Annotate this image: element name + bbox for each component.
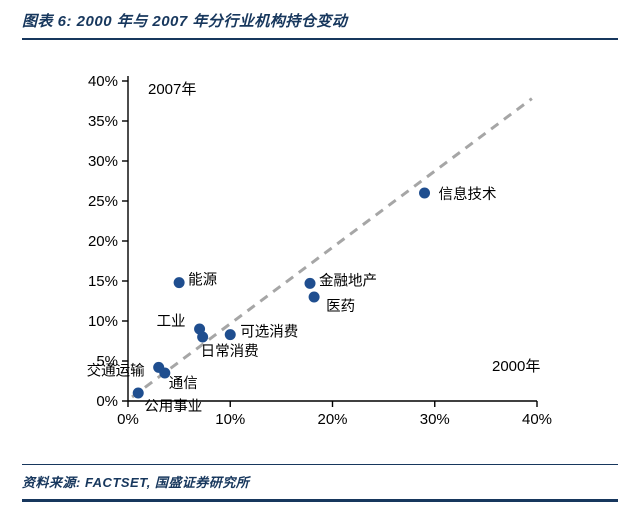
y-tick-label: 25%: [88, 193, 118, 210]
y-tick-label: 30%: [88, 153, 118, 170]
scatter-point: [304, 277, 316, 289]
chart-footer: 资料来源: FACTSET, 国盛证券研究所: [22, 463, 618, 492]
y-axis-title: 2007年: [148, 81, 196, 98]
point-label: 通信: [169, 375, 198, 392]
x-tick-label: 0%: [117, 411, 139, 428]
point-label: 公用事业: [144, 398, 202, 415]
x-tick-label: 10%: [215, 411, 245, 428]
source-attribution: 资料来源: FACTSET, 国盛证券研究所: [22, 474, 250, 490]
scatter-point: [308, 291, 320, 303]
scatter-point: [197, 331, 209, 343]
point-label: 工业: [157, 313, 186, 330]
point-label: 能源: [188, 272, 217, 289]
bottom-rule: [22, 498, 618, 502]
scatter-point: [224, 329, 236, 341]
y-tick-label: 40%: [88, 73, 118, 90]
point-label: 日常消费: [201, 343, 259, 360]
x-tick-label: 40%: [522, 411, 552, 428]
y-tick-label: 5%: [96, 353, 118, 370]
y-tick-label: 10%: [88, 313, 118, 330]
scatter-point: [173, 277, 185, 289]
scatter-point: [419, 187, 431, 199]
point-label: 医药: [326, 298, 355, 315]
y-tick-label: 20%: [88, 233, 118, 250]
reference-diagonal-line: [131, 97, 533, 399]
y-tick-label: 35%: [88, 113, 118, 130]
scatter-chart: 0% 5% 10% 15% 20% 25% 30% 35% 40% 0% 10% 20% 30% 40% 2…: [87, 73, 552, 428]
point-label: 金融地产: [319, 272, 377, 289]
chart-header: 图表 6: 2000 年与 2007 年分行业机构持仓变动: [22, 10, 618, 40]
x-tick-label: 30%: [420, 411, 450, 428]
x-axis-title: 2000年: [492, 358, 540, 375]
point-label: 可选消费: [240, 324, 298, 341]
x-tick-label: 20%: [317, 411, 347, 428]
scatter-point: [132, 387, 144, 399]
point-label: 信息技术: [439, 186, 497, 203]
point-label: 交通运输: [87, 361, 145, 379]
chart-title: 图表 6: 2000 年与 2007 年分行业机构持仓变动: [22, 13, 348, 30]
y-tick-label: 15%: [88, 273, 118, 290]
y-tick-label: 0%: [96, 393, 118, 410]
scatter-point: [159, 367, 171, 379]
